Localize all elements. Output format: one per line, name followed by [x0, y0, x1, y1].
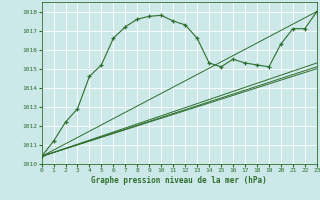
X-axis label: Graphe pression niveau de la mer (hPa): Graphe pression niveau de la mer (hPa) — [91, 176, 267, 185]
